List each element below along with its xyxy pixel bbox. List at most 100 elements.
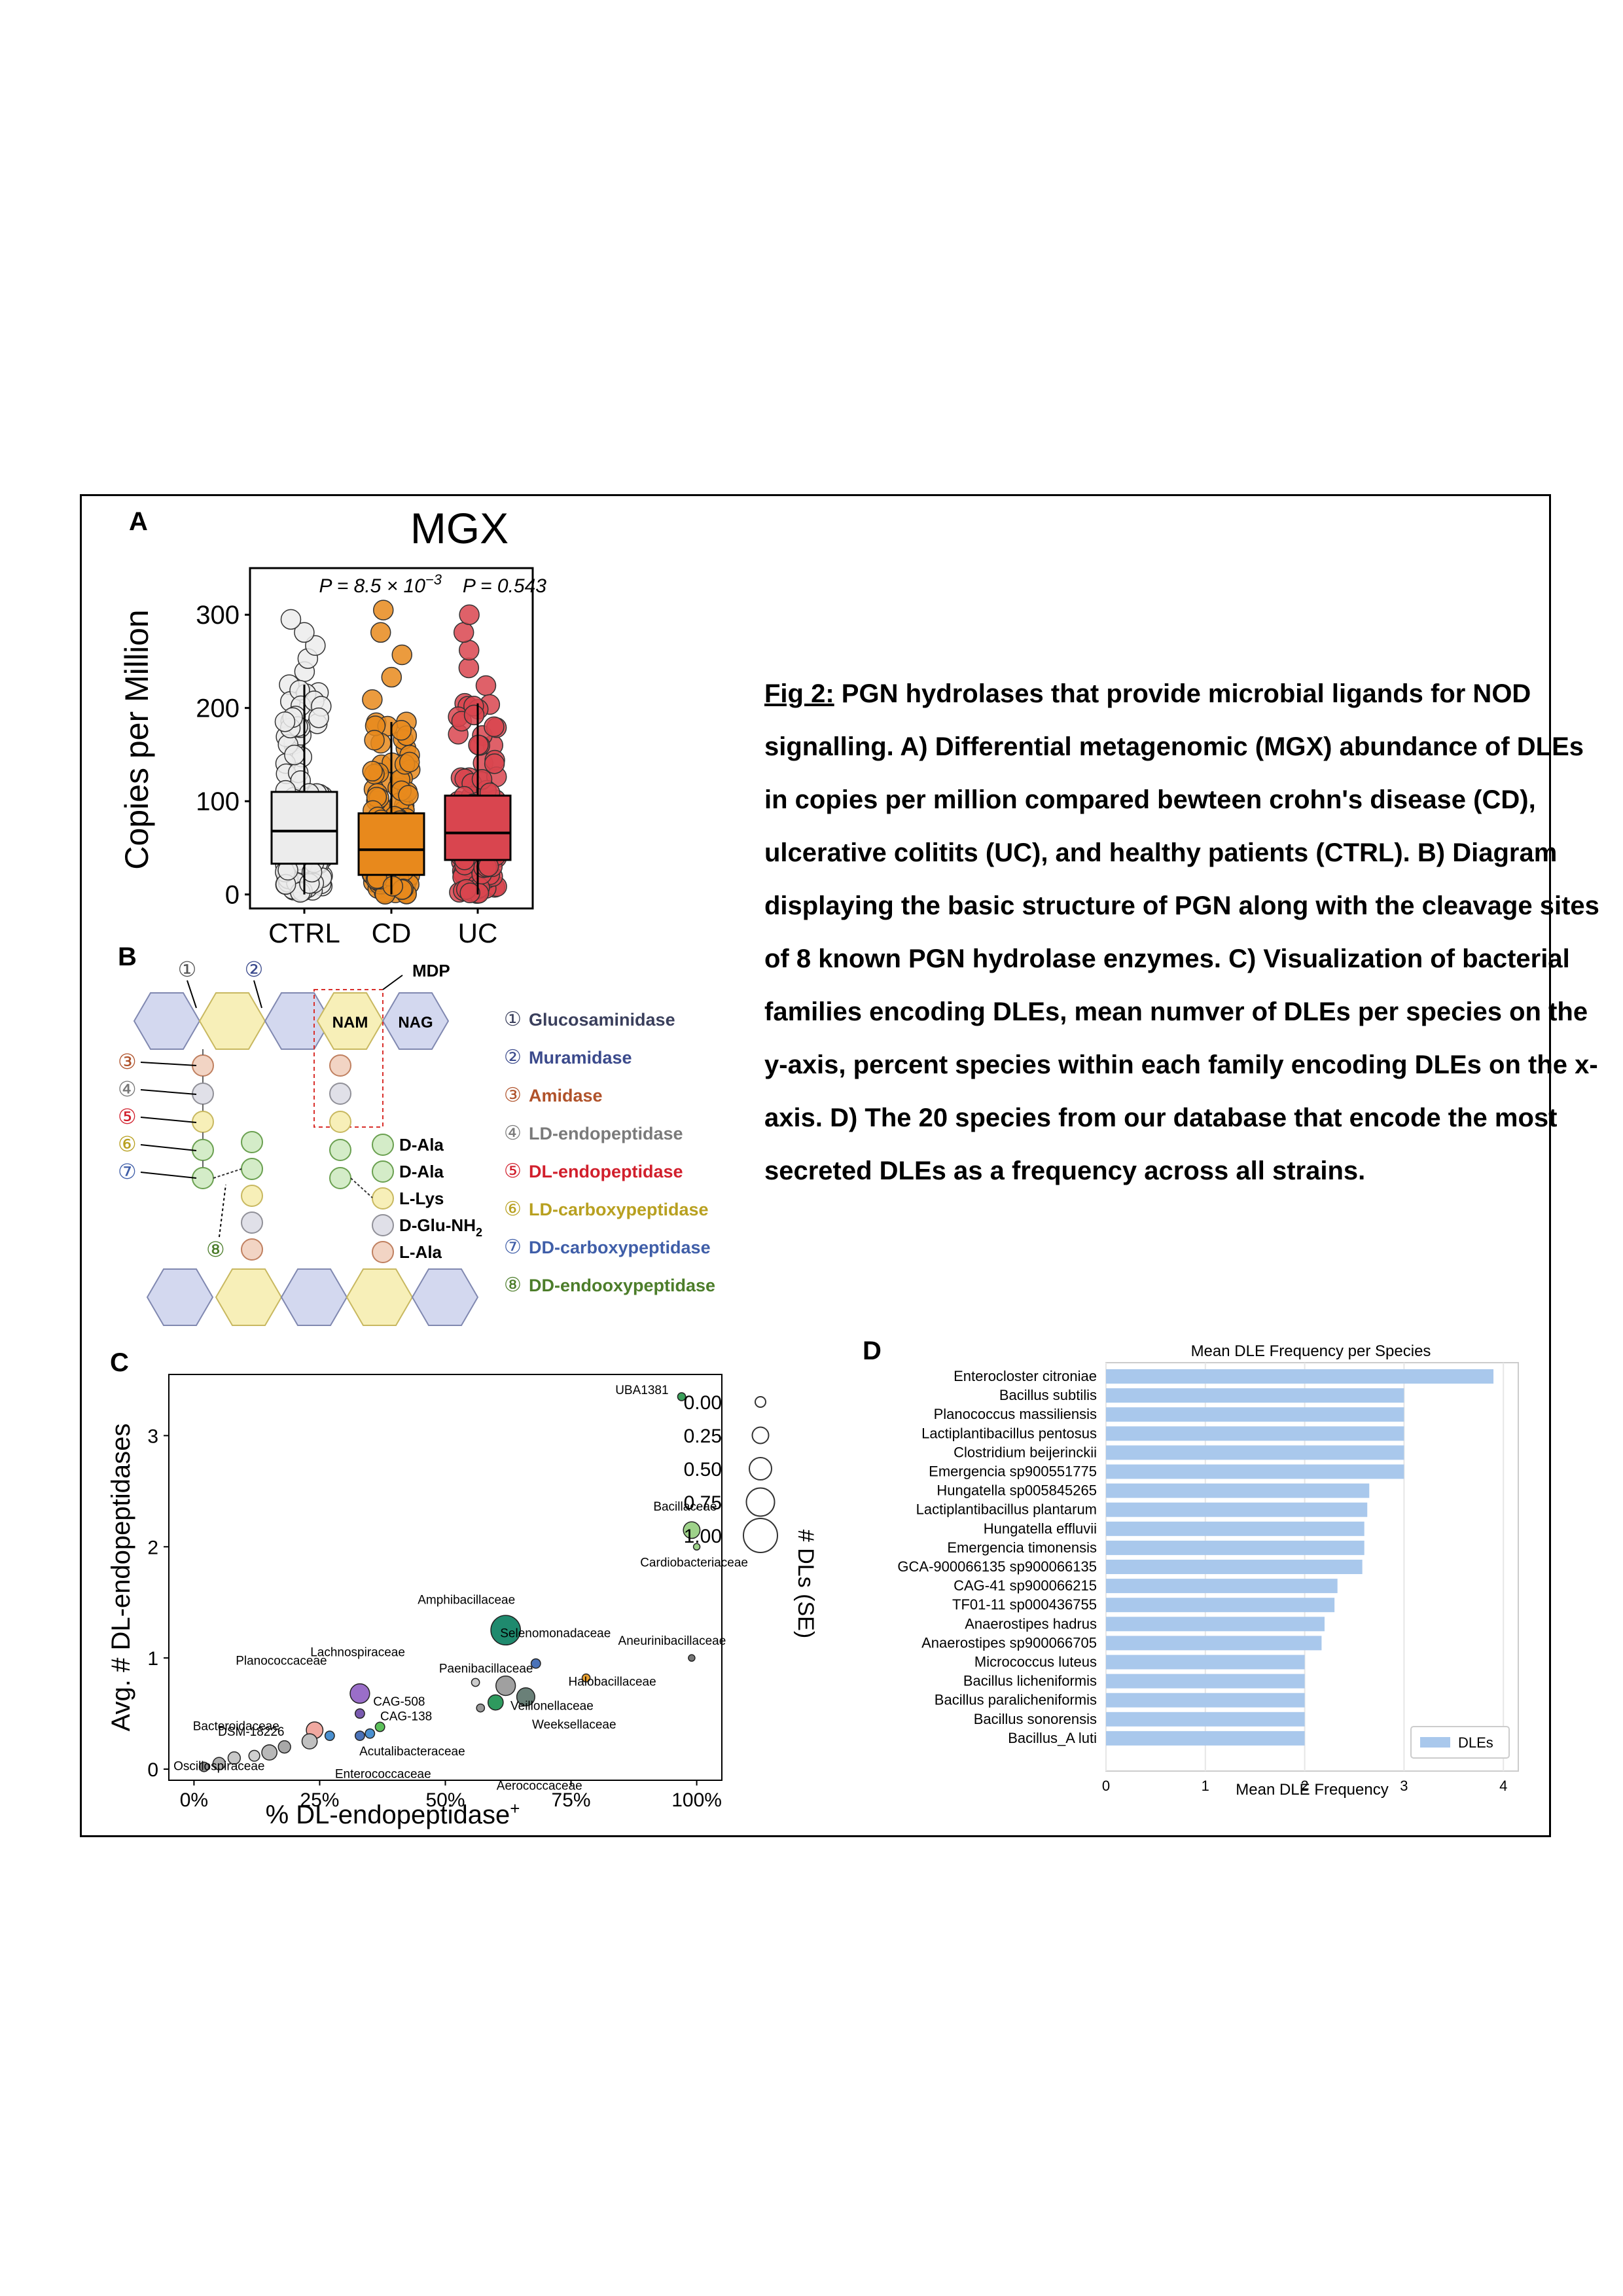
x-tick-label: 1 bbox=[1202, 1778, 1209, 1794]
family-label: Planococcaceae bbox=[236, 1655, 327, 1668]
site-6-marker: ⑥ bbox=[118, 1132, 137, 1156]
y-tick-label: 2 bbox=[147, 1537, 158, 1558]
box-cd bbox=[357, 812, 425, 876]
species-bar bbox=[1106, 1369, 1494, 1384]
x-tick-label: 100% bbox=[671, 1789, 722, 1811]
panel-label-c: C bbox=[110, 1348, 129, 1377]
family-bubble bbox=[301, 1733, 318, 1749]
family-label: Amphibacillaceae bbox=[418, 1594, 515, 1607]
site-4-pointer bbox=[140, 1089, 197, 1095]
species-bar bbox=[1106, 1426, 1404, 1441]
sample-point bbox=[459, 639, 480, 661]
sample-point bbox=[284, 744, 305, 766]
panel-c-x-axis-label: % DL-endopeptidase+ bbox=[266, 1799, 520, 1829]
enzyme-name: LD-carboxypeptidase bbox=[529, 1200, 709, 1219]
species-label: Emergencia sp900551775 bbox=[929, 1463, 1097, 1480]
species-label: Clostridium beijerinckii bbox=[954, 1444, 1097, 1460]
amino-acid-d-glu-nh2: D-Glu-NH2 bbox=[399, 1215, 482, 1239]
caption-figure-label: Fig 2: bbox=[764, 679, 834, 708]
panel-a-pvalue-uc: P = 0.543 bbox=[463, 575, 546, 597]
x-tick-label: 2 bbox=[1300, 1778, 1308, 1794]
enzyme-number: ⑧ bbox=[504, 1274, 522, 1296]
x-tick-label: 0% bbox=[180, 1789, 208, 1811]
family-bubble bbox=[683, 1521, 701, 1539]
amino-acid-bead-d-ala bbox=[372, 1160, 394, 1183]
family-bubble bbox=[354, 1708, 365, 1719]
y-tick-label: 0 bbox=[147, 1759, 158, 1781]
size-legend-label: 0.25 bbox=[684, 1426, 722, 1447]
size-legend-circle bbox=[751, 1426, 770, 1444]
species-label: Emergencia timonensis bbox=[947, 1539, 1097, 1556]
amino-acid-bead-d-glu bbox=[372, 1214, 394, 1236]
family-label: Bacteroidaceae bbox=[193, 1720, 279, 1734]
family-bubble bbox=[365, 1728, 376, 1739]
family-label: Enterococcaceae bbox=[335, 1768, 431, 1782]
sample-point bbox=[459, 882, 480, 904]
sample-point bbox=[459, 604, 480, 625]
site-5-marker: ⑤ bbox=[118, 1105, 137, 1128]
family-label: Aerococcaceae bbox=[497, 1780, 582, 1793]
site-7-marker: ⑦ bbox=[118, 1160, 137, 1183]
sample-point bbox=[381, 666, 402, 688]
site-6-pointer bbox=[140, 1144, 197, 1151]
sample-point bbox=[294, 622, 315, 643]
sample-point bbox=[391, 644, 413, 666]
site-3-pointer bbox=[140, 1062, 197, 1066]
amino-acid-d-ala-1: D-Ala bbox=[399, 1135, 444, 1155]
enzyme-name: DD-endooxypeptidase bbox=[529, 1276, 715, 1295]
caption-line: of 8 known PGN hydrolase enzymes. C) Vis… bbox=[764, 944, 1570, 973]
site-8-marker: ⑧ bbox=[206, 1238, 225, 1261]
family-bubble bbox=[261, 1744, 277, 1761]
family-bubble bbox=[487, 1694, 504, 1711]
sample-point bbox=[382, 876, 404, 897]
family-bubble bbox=[476, 1703, 486, 1713]
species-label: Bacillus licheniformis bbox=[963, 1673, 1097, 1689]
family-bubble bbox=[677, 1392, 687, 1401]
family-label: Halobacillaceae bbox=[569, 1676, 656, 1689]
x-tick-label: 4 bbox=[1499, 1778, 1507, 1794]
figure-frame bbox=[80, 494, 1551, 1837]
panel-c-y-axis-label: Avg. # DL-endopeptidases bbox=[107, 1424, 135, 1732]
nag-label: NAG bbox=[398, 1014, 433, 1031]
site-1-pointer bbox=[187, 980, 197, 1009]
species-label: Anaerostipes hadrus bbox=[965, 1615, 1097, 1632]
family-bubble bbox=[688, 1654, 696, 1662]
family-bubble bbox=[212, 1757, 226, 1770]
enzyme-name: DL-endopeptidase bbox=[529, 1162, 683, 1181]
caption-line: secreted DLEs as a frequency across all … bbox=[764, 1157, 1366, 1185]
enzyme-number: ⑦ bbox=[504, 1236, 522, 1258]
sample-point bbox=[453, 622, 474, 643]
amino-acid-l-ala: L-Ala bbox=[399, 1242, 442, 1262]
caption-line: Fig 2: PGN hydrolases that provide micro… bbox=[764, 668, 1550, 721]
amino-acid-bead-d-ala bbox=[241, 1131, 263, 1153]
family-label: UBA1381 bbox=[615, 1384, 668, 1397]
glycan-hexagon-nam-bottom bbox=[346, 1268, 414, 1326]
box-uc bbox=[444, 795, 512, 861]
family-label: Selenomonadaceae bbox=[500, 1627, 611, 1641]
sample-point bbox=[399, 751, 420, 773]
amino-acid-bead-l-ala bbox=[329, 1054, 351, 1077]
species-label: Lactiplantibacillus plantarum bbox=[916, 1501, 1097, 1518]
y-tick-label: 200 bbox=[196, 694, 240, 723]
sample-point bbox=[362, 761, 383, 781]
family-bubble bbox=[349, 1683, 370, 1704]
family-label: Veillonellaceae bbox=[510, 1700, 594, 1713]
amino-acid-bead-l-lys bbox=[329, 1111, 351, 1133]
species-label: Hungatella effluvii bbox=[984, 1520, 1097, 1537]
sample-point bbox=[362, 689, 383, 710]
species-label: CAG-41 sp900066215 bbox=[954, 1577, 1097, 1594]
amino-acid-bead-d-ala bbox=[329, 1139, 351, 1161]
family-bubble bbox=[277, 1740, 291, 1754]
sample-point bbox=[484, 716, 505, 738]
x-tick-label: 75% bbox=[552, 1789, 591, 1811]
panel-d-barchart: Mean DLE Frequency per Species Enteroclo… bbox=[897, 1342, 1519, 1799]
sample-point bbox=[463, 704, 485, 726]
family-bubble bbox=[581, 1673, 591, 1683]
y-tick-label: 1 bbox=[147, 1648, 158, 1670]
family-bubble bbox=[374, 1721, 385, 1732]
enzyme-name: DD-carboxypeptidase bbox=[529, 1238, 711, 1257]
enzyme-name: Glucosaminidase bbox=[529, 1010, 675, 1030]
amino-acid-bead-d-ala bbox=[372, 1134, 394, 1156]
cross-link bbox=[350, 1177, 373, 1198]
panel-d-x-axis-label: Mean DLE Frequency bbox=[1236, 1781, 1388, 1799]
